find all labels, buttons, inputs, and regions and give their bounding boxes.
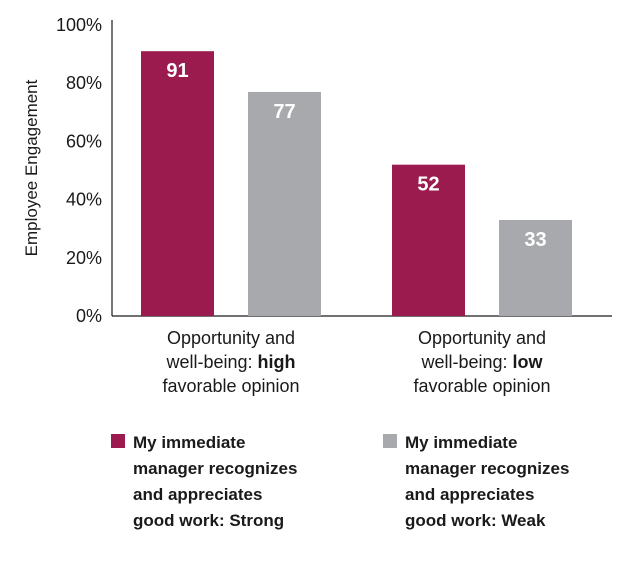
- y-tick-label: 20%: [66, 248, 102, 268]
- legend-label-line: good work: Strong: [133, 511, 284, 530]
- category-label-line: well-being: high: [165, 352, 295, 372]
- y-tick-label: 40%: [66, 190, 102, 210]
- y-tick-labels: 0% 20% 40% 60% 80% 100%: [56, 15, 102, 326]
- bar-strong-2: [392, 164, 465, 316]
- category-labels: Opportunity and well-being: high favorable…: [162, 328, 550, 396]
- legend-label-line: My immediate: [405, 433, 517, 452]
- y-tick-label: 0%: [76, 306, 102, 326]
- legend-label-line: and appreciates: [133, 485, 262, 504]
- y-tick-label: 80%: [66, 73, 102, 93]
- category-label-line: favorable opinion: [413, 376, 550, 396]
- bar-strong-1: [141, 51, 214, 316]
- legend: My immediate manager recognizes and apprec…: [111, 433, 569, 530]
- y-axis-title: Employee Engagement: [22, 79, 41, 256]
- y-tick-label: 60%: [66, 131, 102, 151]
- category-label-line: Opportunity and: [167, 328, 295, 348]
- category-label-line: favorable opinion: [162, 376, 299, 396]
- data-label: 91: [166, 60, 188, 82]
- y-tick-label: 100%: [56, 15, 102, 35]
- data-label: 77: [273, 101, 295, 123]
- data-label: 33: [524, 229, 546, 251]
- legend-swatch-strong: [111, 434, 125, 448]
- legend-label-line: and appreciates: [405, 485, 534, 504]
- legend-label-line: My immediate: [133, 433, 245, 452]
- legend-swatch-weak: [383, 434, 397, 448]
- data-label: 52: [417, 174, 439, 196]
- legend-label-line: manager recognizes: [133, 459, 297, 478]
- bars: 91 52 77 33: [141, 51, 572, 317]
- legend-label-line: good work: Weak: [405, 511, 546, 530]
- legend-label-line: manager recognizes: [405, 459, 569, 478]
- category-label-line: Opportunity and: [418, 328, 546, 348]
- bar-weak-1: [248, 91, 321, 317]
- bar-weak-2: [499, 219, 572, 316]
- category-label-line: well-being: low: [420, 352, 543, 372]
